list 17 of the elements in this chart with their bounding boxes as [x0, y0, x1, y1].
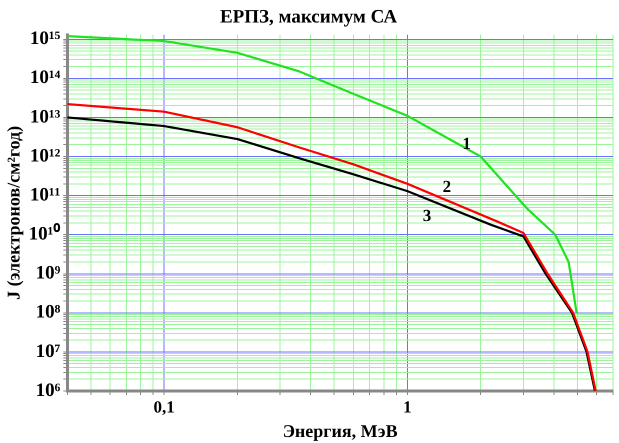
annotation: 1: [462, 134, 471, 153]
y-tick-label: 10¹³: [30, 106, 61, 128]
y-tick-label: 10¹⁵: [30, 28, 61, 50]
x-tick-label: 0,1: [153, 398, 175, 417]
y-tick-label: 10¹¹: [30, 184, 60, 206]
chart-title: ЕРПЗ, максимум СА: [220, 6, 398, 28]
y-tick-label: 10⁷: [36, 340, 61, 362]
y-tick-label: 10⁸: [36, 302, 61, 323]
y-tick-label: 10¹⁰: [28, 222, 60, 245]
x-axis-title: Энергия, МэВ: [282, 420, 398, 441]
y-tick-label: 10⁶: [36, 380, 61, 401]
annotation: 3: [422, 206, 432, 226]
y-tick-label: 10¹⁴: [30, 67, 61, 88]
y-tick-label: 10⁹: [36, 262, 61, 284]
annotation: 2: [442, 177, 452, 196]
y-tick-label: 10¹²: [30, 145, 61, 166]
y-axis-title: J (электронов/см²год): [3, 126, 24, 300]
